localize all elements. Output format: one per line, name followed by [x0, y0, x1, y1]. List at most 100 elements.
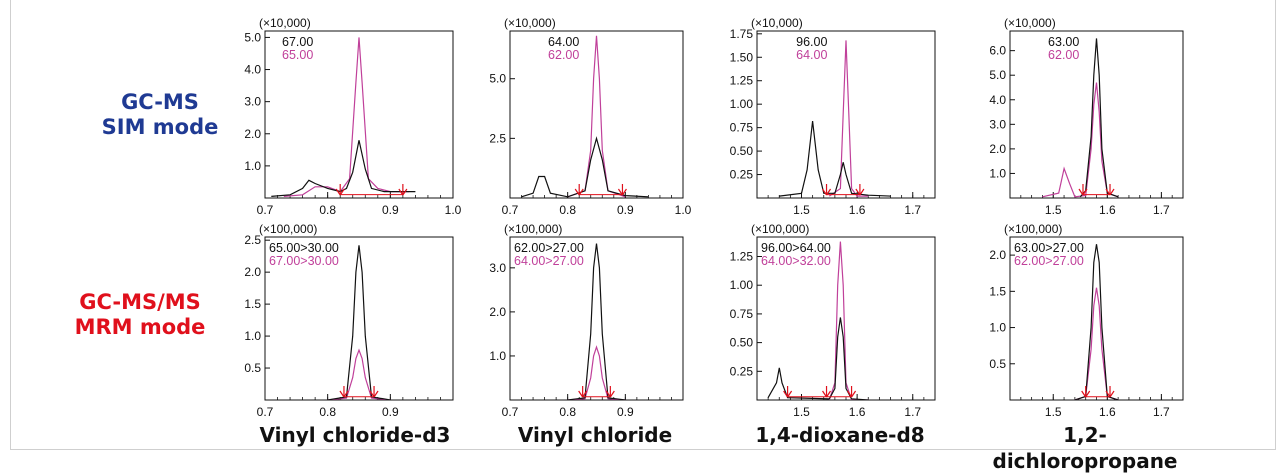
x-tick-label: 1.6 — [849, 203, 866, 217]
peak-marker — [339, 386, 349, 398]
trace-black — [327, 245, 391, 400]
y-tick-label: 0.5 — [989, 357, 1006, 371]
peak-marker — [574, 184, 584, 196]
mrm-mode-line1: GC-MS/MS — [79, 290, 201, 314]
y-tick-label: 0.25 — [730, 168, 754, 182]
series-legend-magenta: 64.00>32.00 — [761, 254, 831, 268]
y-tick-label: 4.0 — [989, 93, 1006, 107]
series-legend-magenta: 62.00>27.00 — [1014, 254, 1084, 268]
peak-marker — [783, 386, 793, 398]
chromatogram-panel: (×10,000) 1.0 2.0 3.0 4.0 5.0 6.0 1.5 1.6 1.7 63.0… — [989, 16, 1184, 217]
trace-black — [767, 317, 869, 400]
x-tick-label: 0.9 — [617, 203, 634, 217]
mrm-mode-line2: MRM mode — [74, 315, 206, 339]
trace-magenta — [327, 348, 391, 400]
series-legend-magenta: 64.00 — [796, 48, 827, 62]
x-tick-label: 0.7 — [502, 203, 519, 217]
x-tick-label: 1.7 — [904, 203, 921, 217]
x-tick-label: 1.6 — [1099, 405, 1116, 419]
series-legend-black: 67.00 — [282, 35, 313, 49]
y-tick-label: 2.0 — [989, 248, 1006, 262]
trace-black — [271, 140, 416, 197]
peak-marker — [1078, 184, 1088, 196]
trace-black — [1074, 244, 1119, 400]
y-tick-label: 1.0 — [989, 166, 1006, 180]
series-legend-magenta: 65.00 — [282, 48, 313, 62]
y-tick-label: 1.75 — [730, 27, 754, 41]
y-tick-label: 5.0 — [989, 68, 1006, 82]
y-tick-label: 2.0 — [489, 305, 506, 319]
plot-frame — [1009, 30, 1184, 199]
y-tick-label: 2.5 — [244, 233, 261, 247]
x-tick-label: 1.7 — [904, 405, 921, 419]
trace-black — [779, 121, 891, 197]
y-tick-label: 5.0 — [489, 72, 506, 86]
x-tick-label: 1.5 — [1045, 405, 1062, 419]
y-tick-label: 1.00 — [730, 97, 754, 111]
scale-label: (×100,000) — [1004, 222, 1062, 236]
y-tick-label: 3.0 — [489, 261, 506, 275]
y-tick-label: 6.0 — [989, 44, 1006, 58]
trace-magenta — [828, 40, 869, 197]
y-tick-label: 4.0 — [244, 63, 261, 77]
series-legend-magenta: 62.00 — [548, 48, 579, 62]
trace-black — [1079, 38, 1119, 198]
y-tick-label: 1.25 — [730, 74, 754, 88]
y-tick-label: 5.0 — [244, 30, 261, 44]
sim-mode-label: GC-MS SIM mode — [60, 90, 260, 140]
trace-magenta — [1042, 82, 1119, 198]
series-legend-magenta: 62.00 — [1048, 48, 1079, 62]
x-tick-label: 0.7 — [502, 405, 519, 419]
compound-label-vinyl-chloride: Vinyl chloride — [517, 423, 673, 447]
peak-marker — [398, 184, 408, 196]
chromatogram-panel: (×100,000) 0.25 0.50 0.75 1.00 1.25 1.5 1.6 1.7 9… — [730, 222, 936, 419]
x-tick-label: 0.8 — [319, 203, 336, 217]
plot-frame — [264, 30, 454, 199]
trace-black — [567, 243, 626, 400]
y-tick-label: 1.5 — [244, 297, 261, 311]
peak-marker — [617, 184, 627, 196]
scale-label: (×10,000) — [259, 16, 311, 30]
trace-magenta — [567, 345, 626, 400]
chromatogram-panel: (×10,000) 1.0 2.0 3.0 4.0 5.0 0.7 0.8 0.9 1.0 67.0… — [244, 16, 461, 217]
x-tick-label: 0.9 — [617, 405, 634, 419]
y-tick-label: 1.5 — [989, 284, 1006, 298]
x-tick-label: 0.8 — [559, 405, 576, 419]
chromatogram-grid: (×10,000) 1.0 2.0 3.0 4.0 5.0 0.7 0.8 0.9 1.0 67.0… — [244, 16, 1184, 419]
peak-marker — [847, 386, 857, 398]
y-tick-label: 1.0 — [244, 159, 261, 173]
series-legend-magenta: 64.00>27.00 — [514, 254, 584, 268]
peak-marker — [578, 386, 588, 398]
series-legend-black: 62.00>27.00 — [514, 241, 584, 255]
compound-label-vinyl-chloride-d3: Vinyl chloride-d3 — [259, 423, 451, 447]
x-tick-label: 1.6 — [1099, 203, 1116, 217]
x-tick-label: 0.8 — [559, 203, 576, 217]
sim-mode-line1: GC-MS — [121, 90, 199, 114]
x-tick-label: 0.9 — [382, 405, 399, 419]
y-tick-label: 1.0 — [244, 329, 261, 343]
series-legend-magenta: 67.00>30.00 — [269, 254, 339, 268]
x-tick-label: 1.0 — [445, 203, 462, 217]
chromatogram-panel: (×100,000) 0.5 1.0 1.5 2.0 1.5 1.6 1.7 63.00>27.… — [989, 222, 1184, 419]
peak-marker — [335, 184, 345, 196]
peak-marker — [822, 184, 832, 196]
peak-marker — [369, 386, 379, 398]
peak-marker — [1105, 184, 1115, 196]
y-tick-label: 1.0 — [989, 321, 1006, 335]
x-tick-label: 0.7 — [257, 203, 274, 217]
x-tick-label: 1.0 — [675, 203, 692, 217]
y-tick-label: 3.0 — [989, 117, 1006, 131]
y-tick-label: 1.00 — [730, 278, 754, 292]
y-tick-label: 2.0 — [244, 127, 261, 141]
mrm-mode-label: GC-MS/MS MRM mode — [40, 290, 240, 340]
x-tick-label: 1.5 — [1045, 203, 1062, 217]
x-tick-label: 1.6 — [849, 405, 866, 419]
series-legend-black: 96.00>64.00 — [761, 241, 831, 255]
sim-mode-line2: SIM mode — [101, 115, 219, 139]
compound-label-dioxane-d8: 1,4-dioxane-d8 — [755, 423, 925, 447]
scale-label: (×10,000) — [504, 16, 556, 30]
y-tick-label: 2.5 — [489, 131, 506, 145]
x-tick-label: 1.7 — [1153, 203, 1170, 217]
y-tick-label: 1.50 — [730, 50, 754, 64]
plot-frame — [509, 30, 684, 199]
